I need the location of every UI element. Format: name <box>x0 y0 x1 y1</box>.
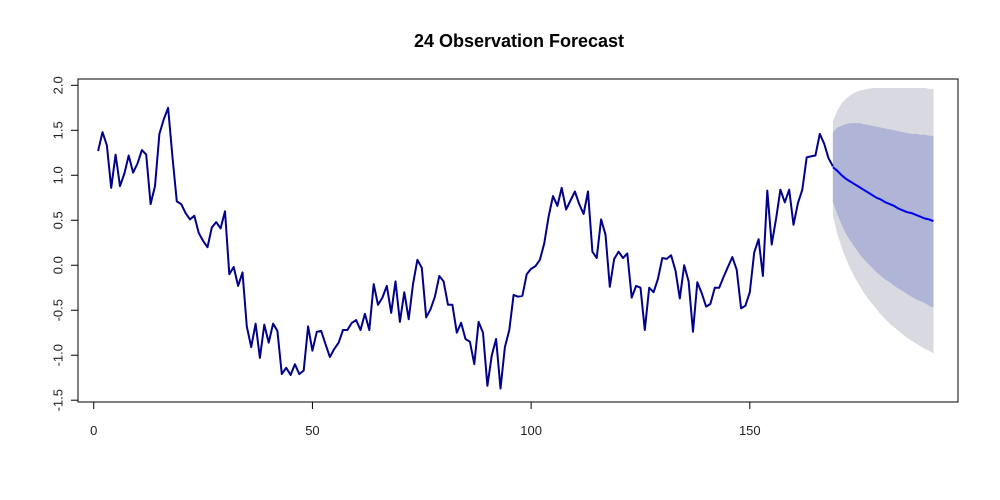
y-tick-label: 1.0 <box>50 166 65 184</box>
x-tick-label: 50 <box>305 423 319 438</box>
y-tick-label: 2.0 <box>50 76 65 94</box>
y-tick-label: 0.5 <box>50 211 65 229</box>
y-axis: -1.5 -1.0 -0.5 0.0 0.5 1.0 1.5 2.0 <box>50 76 79 411</box>
band-80-interval <box>832 123 934 308</box>
y-tick-label: 1.5 <box>50 121 65 139</box>
y-tick-label: -1.0 <box>51 344 66 366</box>
x-tick-label: 150 <box>739 423 761 438</box>
y-tick-label: -0.5 <box>51 299 66 321</box>
x-axis: 0 50 100 150 <box>90 401 761 438</box>
series-lines <box>97 106 934 390</box>
y-tick-label: 0.0 <box>51 256 66 274</box>
x-tick-label: 0 <box>90 423 97 438</box>
plot-frame <box>77 78 959 403</box>
prediction-bands <box>832 88 934 354</box>
y-tick-label: -1.5 <box>51 389 66 411</box>
observed-series-line <box>97 106 834 390</box>
chart-title: 24 Observation Forecast <box>414 31 624 51</box>
x-tick-label: 100 <box>520 423 542 438</box>
forecast-series-line <box>832 166 934 223</box>
